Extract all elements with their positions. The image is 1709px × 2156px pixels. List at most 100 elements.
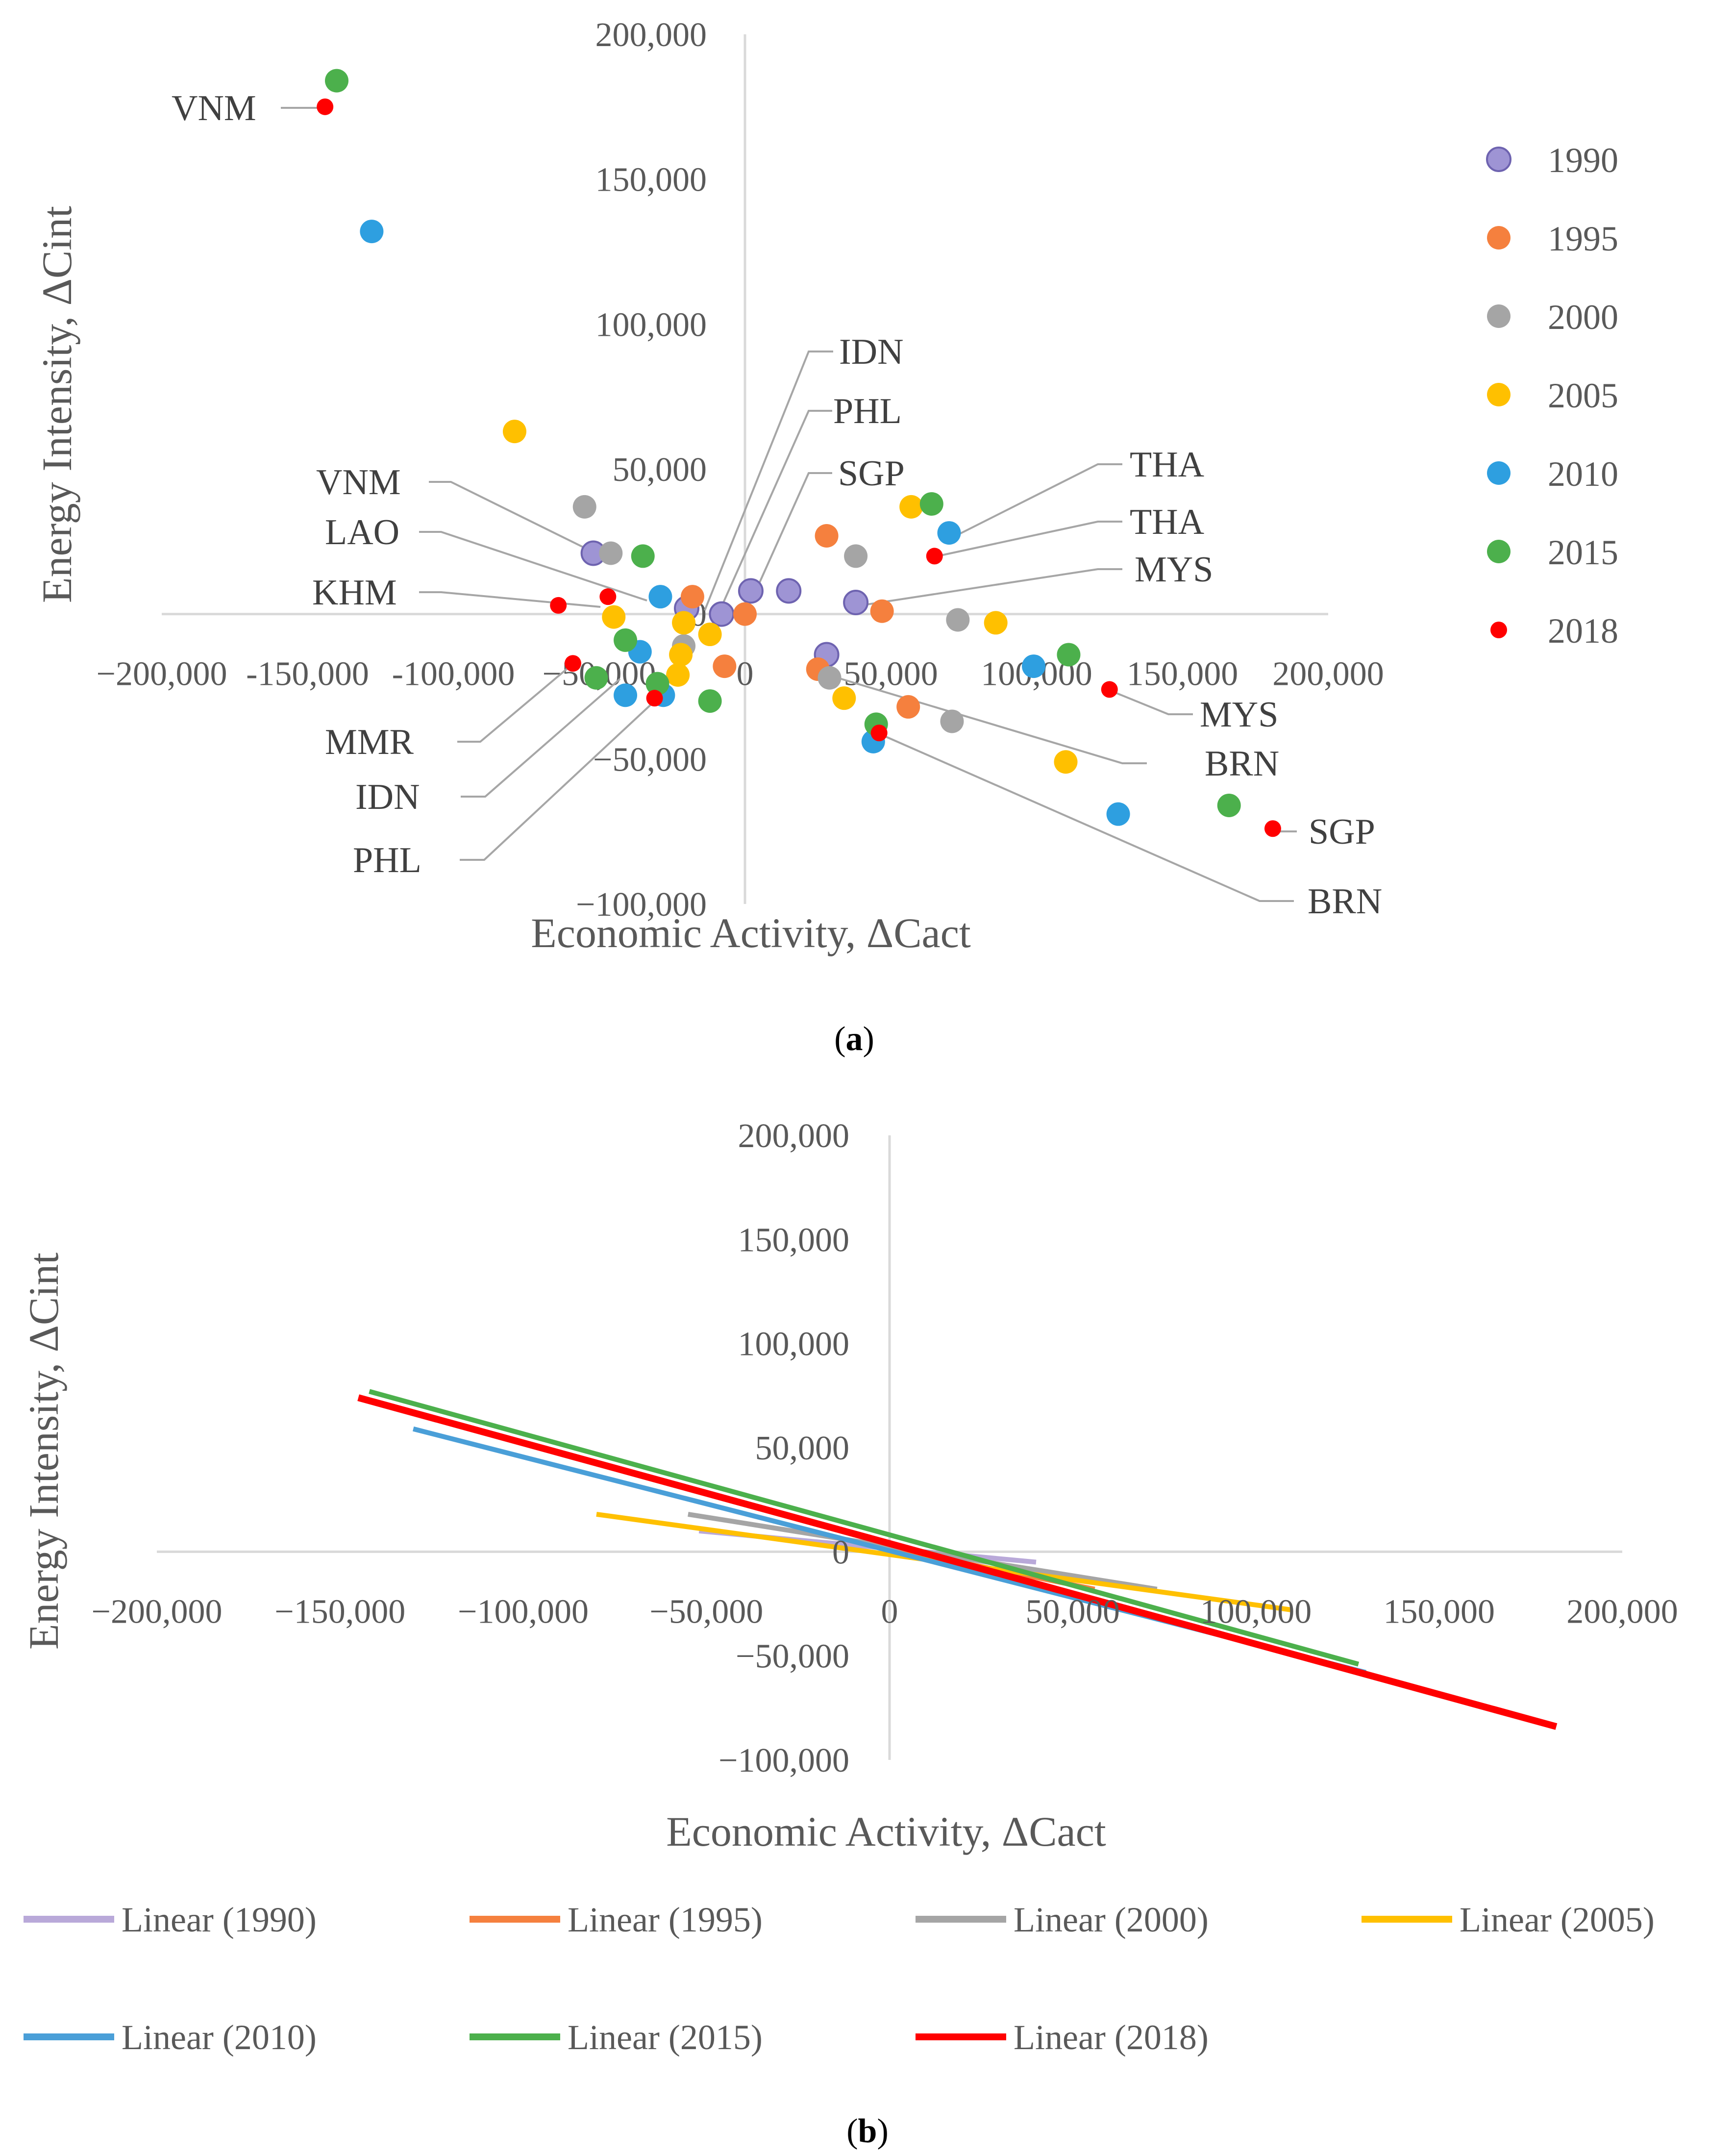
pb-x-tick-label: 150,000 <box>1384 1593 1495 1630</box>
label-tha-1: THA <box>1130 445 1204 485</box>
label-mys-top: MYS <box>1135 550 1213 590</box>
panel-b-label: (b) <box>846 2112 889 2150</box>
legend-marker-2018 <box>1490 622 1507 638</box>
pb-x-tick-label: −100,000 <box>458 1593 589 1630</box>
leader-mmr <box>457 663 573 743</box>
leader-phl-bot <box>460 699 657 861</box>
panel-a-legend: 1990 1995 2000 2005 2010 2015 2018 <box>1486 141 1618 651</box>
point-2005 <box>698 623 722 647</box>
leader-mys-bot <box>1110 690 1193 715</box>
point-1995 <box>870 599 894 623</box>
label-khm: KHM <box>312 573 397 613</box>
legend-label-2015: 2015 <box>1548 533 1618 572</box>
label-vnm-mid: VNM <box>316 462 401 502</box>
pb-y-tick-label: 150,000 <box>738 1221 850 1259</box>
pa-y-tick-label: −50,000 <box>593 741 707 778</box>
panel-b-trendlines: −200,000 −150,000 −100,000 −50,000 0 50,000 10… <box>20 1117 1678 2150</box>
label-sgp-bot: SGP <box>1309 812 1375 852</box>
leader-khm <box>419 591 601 608</box>
label-tha-2: THA <box>1130 502 1204 542</box>
label-vnm-top: VNM <box>172 88 256 128</box>
point-2018 <box>599 588 617 605</box>
point-2005 <box>832 686 856 710</box>
legend-label-2018: Linear (2018) <box>1014 2018 1209 2057</box>
point-2018 <box>926 548 943 565</box>
pa-y-tick-label: −100,000 <box>576 886 707 924</box>
point-2015 <box>1057 643 1081 667</box>
pb-x-tick-label: 100,000 <box>1200 1593 1312 1630</box>
point-2018 <box>646 690 663 707</box>
leader-sgp-top <box>754 472 832 594</box>
pb-y-tick-label: −50,000 <box>736 1638 849 1676</box>
point-2005 <box>669 643 693 667</box>
legend-label-1990: 1990 <box>1548 141 1618 180</box>
pa-x-tick-label: 200,000 <box>1272 655 1384 693</box>
point-1995 <box>815 524 839 548</box>
leader-brn-bot <box>886 736 1294 902</box>
legend-label-2000: Linear (2000) <box>1014 1900 1209 1939</box>
pa-x-tick-label: 50,000 <box>843 655 938 693</box>
label-mys-bot: MYS <box>1200 695 1278 735</box>
point-2015 <box>645 672 669 696</box>
legend-label-1995: 1995 <box>1548 219 1618 258</box>
pa-y-tick-label: 200,000 <box>595 16 707 54</box>
panel-a-x-axis-title: Economic Activity, ΔCact <box>531 909 971 956</box>
point-1990 <box>709 601 735 627</box>
leader-idn-bot <box>461 678 621 798</box>
point-2000 <box>572 495 596 519</box>
pb-x-tick-label: 200,000 <box>1566 1593 1678 1630</box>
point-2000 <box>946 608 970 632</box>
label-brn-bot: BRN <box>1308 881 1382 922</box>
trend-line-2015 <box>369 1389 1360 1667</box>
label-idn-bot: IDN <box>355 777 420 817</box>
legend-label-2005: 2005 <box>1548 376 1618 415</box>
point-1995 <box>713 654 737 678</box>
point-2000 <box>817 666 842 690</box>
point-1995 <box>733 602 757 626</box>
point-1995 <box>680 585 704 609</box>
legend-marker-2005 <box>1487 383 1511 406</box>
legend-marker-2015 <box>1487 540 1511 563</box>
point-1990 <box>776 578 802 604</box>
point-2005 <box>984 611 1008 635</box>
point-2015 <box>614 628 638 652</box>
point-2010 <box>937 521 961 545</box>
point-2005 <box>1054 750 1078 774</box>
point-2015 <box>698 689 722 713</box>
pa-x-tick-label: -150,000 <box>246 655 369 693</box>
legend-marker-1995 <box>1487 226 1511 250</box>
legend-label-2010: 2010 <box>1548 454 1618 494</box>
panel-a-country-labels: VNM IDN PHL SGP THA THA VNM LAO MYS KHM … <box>172 88 1382 922</box>
label-sgp-top: SGP <box>838 453 905 494</box>
pb-x-tick-label: −50,000 <box>649 1593 763 1630</box>
legend-label-1995: Linear (1995) <box>568 1900 763 1939</box>
point-2000 <box>599 541 623 565</box>
point-2018 <box>870 725 888 742</box>
pb-x-tick-label: −150,000 <box>274 1593 405 1630</box>
point-2005 <box>666 663 690 687</box>
leader-phl-top <box>715 410 832 621</box>
label-phl-bot: PHL <box>353 840 421 880</box>
point-2015 <box>631 544 655 568</box>
legend-label-2015: Linear (2015) <box>568 2018 763 2057</box>
leader-mys-top <box>860 568 1122 606</box>
point-2010 <box>1022 654 1046 678</box>
point-2010 <box>1106 802 1130 826</box>
point-1990 <box>843 590 869 616</box>
pb-x-tick-label: 0 <box>881 1593 898 1630</box>
leader-idn-top <box>704 351 833 611</box>
point-2018 <box>317 98 334 115</box>
legend-label-2000: 2000 <box>1548 298 1618 337</box>
point-2018 <box>1101 681 1118 698</box>
panel-a-scatter: −200,000 -150,000 -100,000 −50,000 0 50,000 10… <box>33 16 1618 1058</box>
point-2000 <box>844 544 868 568</box>
legend-label-2018: 2018 <box>1548 611 1618 651</box>
point-2018 <box>550 597 567 614</box>
point-1990 <box>738 578 764 604</box>
point-2010 <box>614 683 638 707</box>
point-2018 <box>564 655 581 672</box>
leader-tha-1 <box>949 463 1122 540</box>
point-2010 <box>648 585 672 609</box>
pb-y-tick-label: 200,000 <box>738 1117 850 1155</box>
